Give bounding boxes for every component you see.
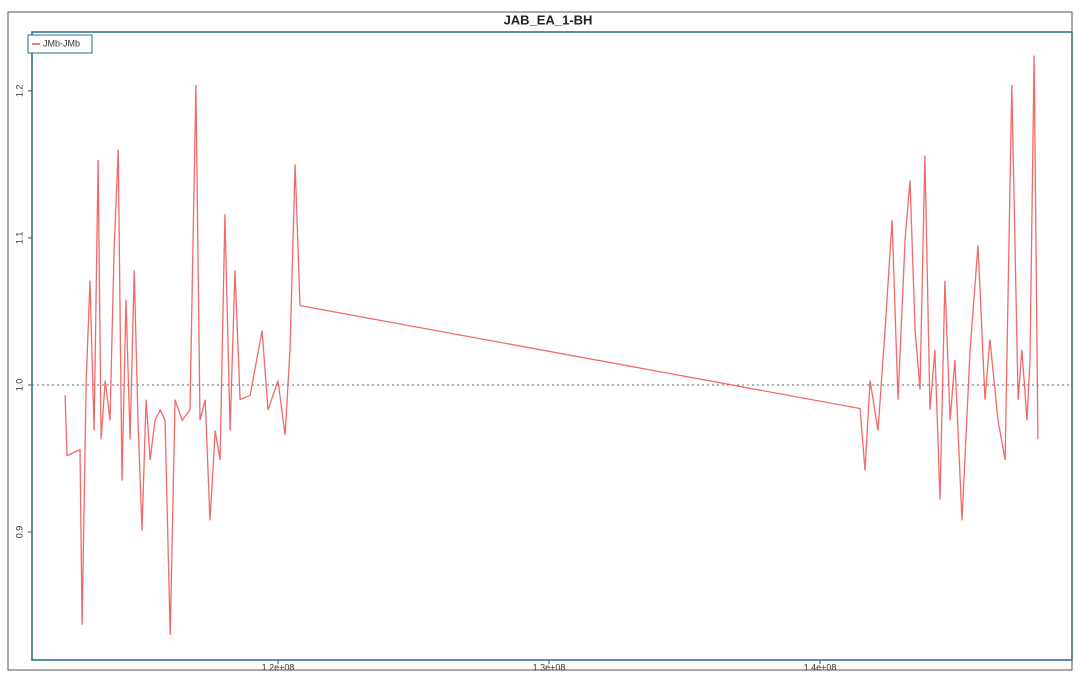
y-tick-label: 1.2 xyxy=(14,85,24,98)
plot-area xyxy=(31,31,1073,661)
data-line xyxy=(64,55,1039,636)
x-tick-label: 1.4e+08 xyxy=(804,662,837,672)
y-tick-label: 1.1 xyxy=(14,232,24,245)
x-tick-label: 1.3e+08 xyxy=(533,662,566,672)
legend: JMb-JMb xyxy=(27,34,93,54)
legend-label: JMb-JMb xyxy=(43,38,80,48)
x-tick-label: 1.2e+08 xyxy=(262,662,295,672)
legend-box xyxy=(27,34,93,54)
y-tick-label: 1.0 xyxy=(14,379,24,392)
y-tick-label: 0.9 xyxy=(14,526,24,539)
chart-title: JAB_EA_1-BH xyxy=(504,12,593,27)
